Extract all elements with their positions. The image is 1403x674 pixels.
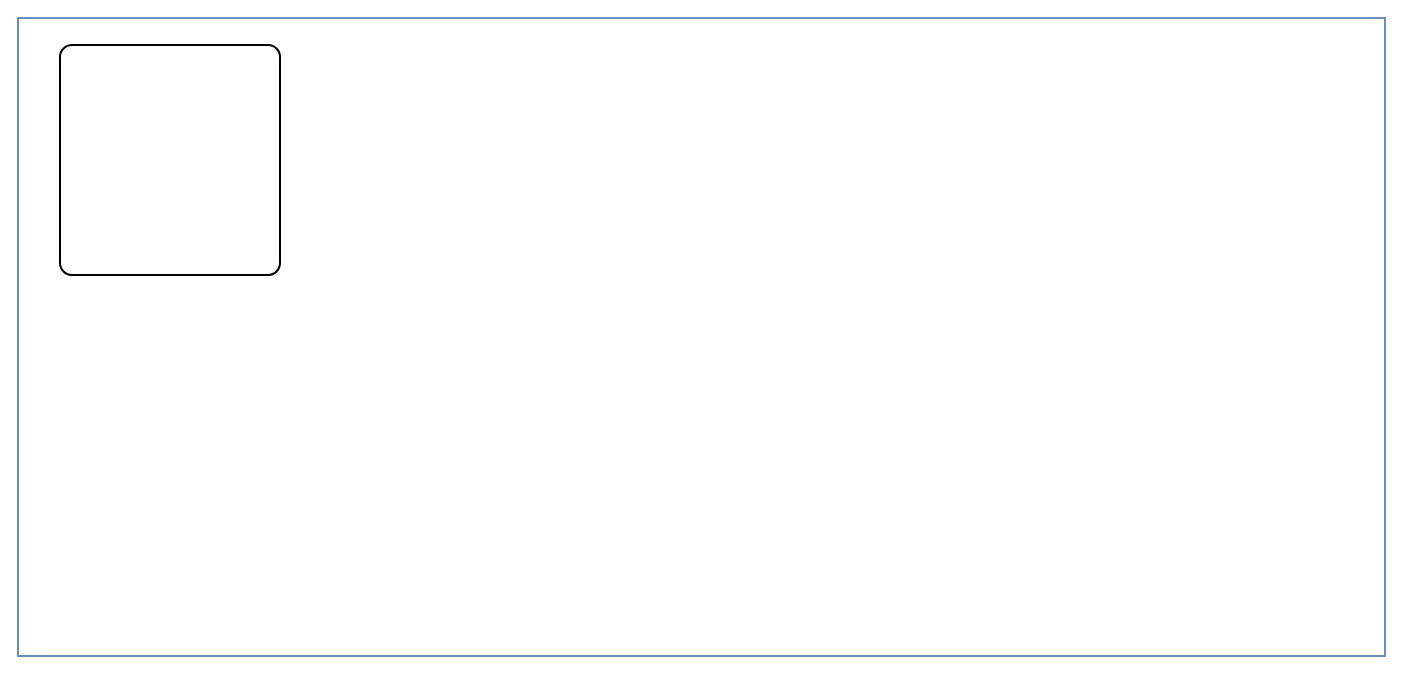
topology-graph-box — [60, 45, 280, 275]
